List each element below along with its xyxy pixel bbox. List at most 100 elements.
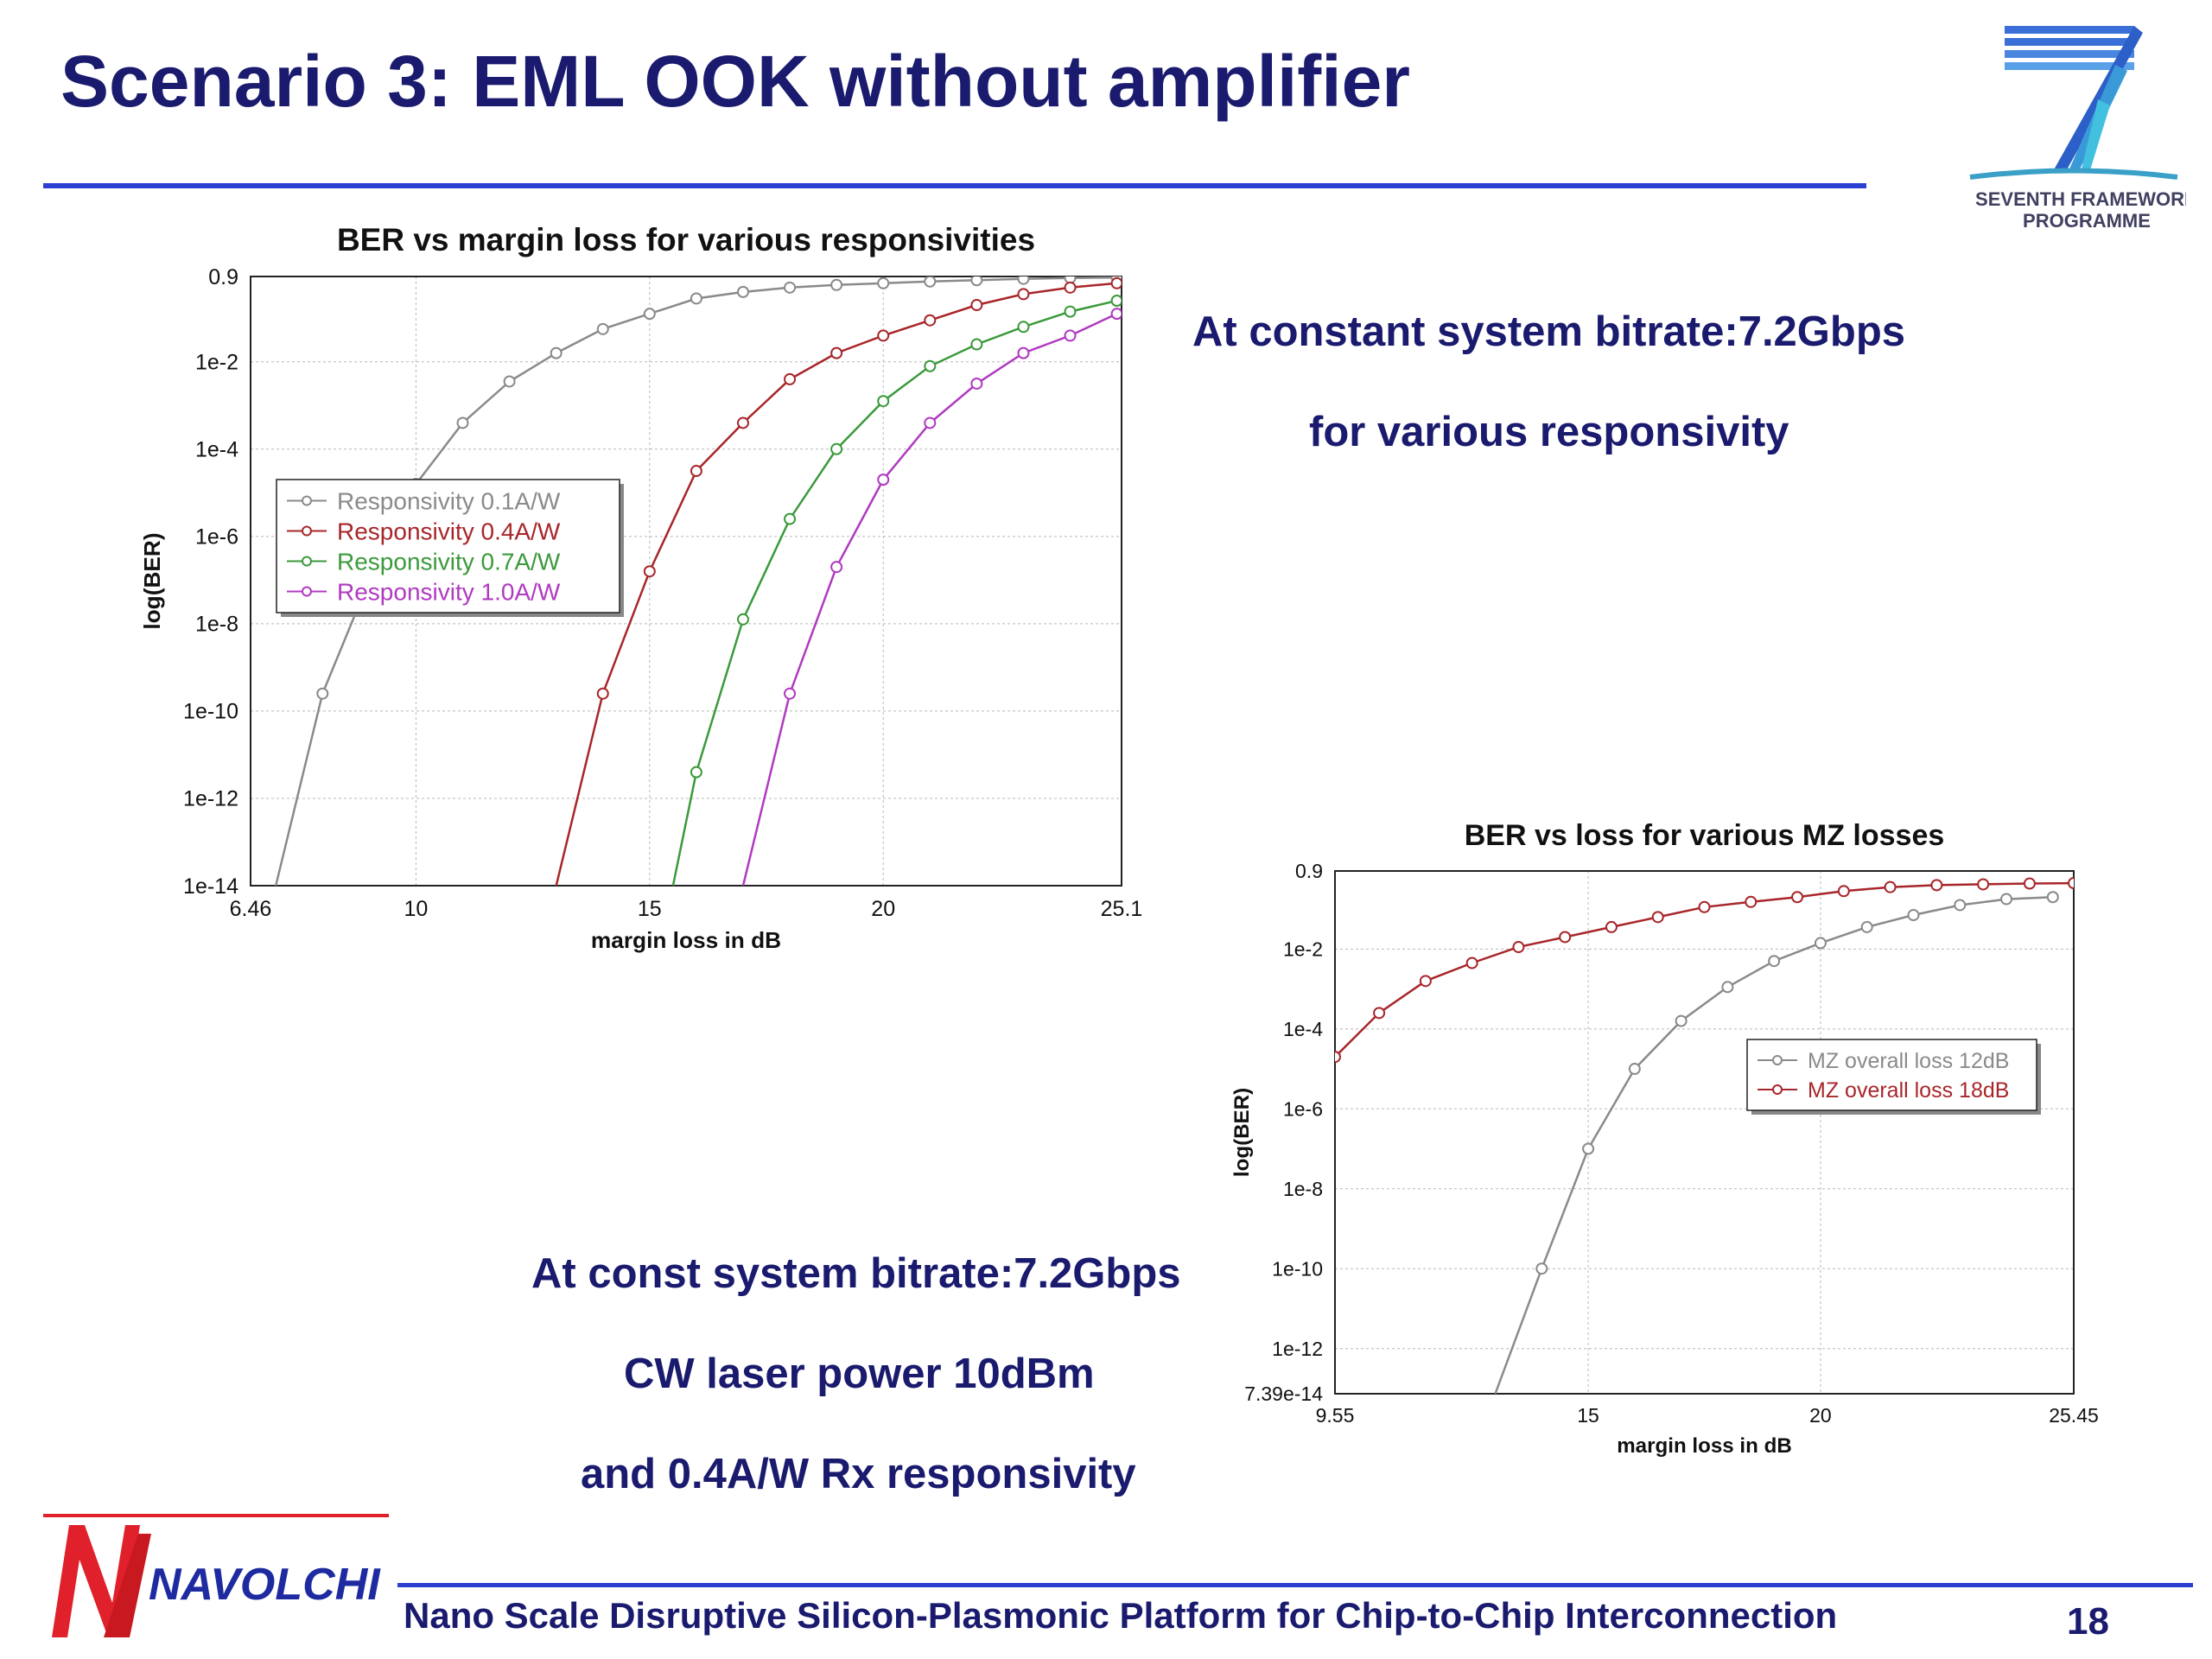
data-point bbox=[924, 276, 937, 288]
data-point bbox=[1017, 321, 1030, 334]
note-cw-laser-power: CW laser power 10dBm bbox=[624, 1351, 1095, 1397]
data-point bbox=[970, 276, 983, 287]
data-point bbox=[784, 281, 797, 294]
fp7-line2: PROGRAMME bbox=[2023, 210, 2151, 232]
data-point bbox=[2023, 877, 2036, 890]
data-point bbox=[2068, 877, 2074, 890]
data-point bbox=[830, 561, 843, 574]
data-point bbox=[1582, 1142, 1595, 1155]
y-tick-label: 1e-14 bbox=[183, 874, 238, 899]
legend-swatch-marker bbox=[302, 586, 312, 597]
data-point bbox=[1017, 288, 1030, 301]
data-point bbox=[1465, 957, 1478, 969]
data-point bbox=[924, 416, 937, 429]
x-tick-label: 15 bbox=[638, 897, 662, 921]
data-point bbox=[784, 687, 797, 700]
data-point bbox=[596, 687, 609, 700]
navolchi-logo: NAVOLCHI bbox=[52, 1525, 381, 1637]
data-point bbox=[1745, 895, 1758, 908]
x-tick-label: 15 bbox=[1577, 1404, 1599, 1427]
data-point bbox=[877, 276, 890, 289]
data-point bbox=[1110, 276, 1122, 289]
legend-entry: Responsivity 0.4A/W bbox=[337, 518, 561, 544]
data-point bbox=[784, 372, 797, 385]
chart-title: BER vs loss for various MZ losses bbox=[1465, 819, 1945, 852]
title-rule bbox=[43, 183, 1866, 188]
data-point bbox=[877, 395, 890, 408]
data-point bbox=[1651, 911, 1664, 924]
legend-swatch-marker bbox=[302, 525, 312, 537]
legend-swatch-marker bbox=[1772, 1084, 1783, 1095]
data-point bbox=[643, 308, 656, 321]
note-various-responsivity: for various responsivity bbox=[1309, 409, 1789, 455]
x-axis-label: margin loss in dB bbox=[1617, 1434, 1792, 1458]
chart-mz-losses: BER vs loss for various MZ losses 9.55 15 2… bbox=[1230, 819, 2099, 1458]
data-point bbox=[643, 565, 656, 578]
chart-title: BER vs margin loss for various responsiv… bbox=[337, 222, 1035, 257]
data-point bbox=[1064, 305, 1077, 318]
legend-entry: Responsivity 0.1A/W bbox=[337, 487, 561, 514]
legend-entry: MZ overall loss 12dB bbox=[1808, 1049, 2009, 1073]
fp7-logo: SEVENTH FRAMEWORK PROGRAMME bbox=[1969, 26, 2186, 232]
data-point bbox=[1884, 880, 1897, 893]
data-point bbox=[830, 442, 843, 455]
x-tick-label: 25.45 bbox=[2049, 1404, 2099, 1427]
data-point bbox=[2000, 893, 2013, 906]
data-point bbox=[1837, 885, 1850, 898]
x-tick-label: 20 bbox=[871, 897, 895, 921]
series-3 bbox=[671, 294, 1122, 886]
legend-box bbox=[276, 479, 620, 613]
x-tick-label: 20 bbox=[1809, 1404, 1832, 1427]
plot-area bbox=[1335, 871, 2074, 1394]
data-point bbox=[970, 338, 983, 351]
plot-frame bbox=[1334, 870, 2075, 1395]
data-point bbox=[736, 613, 749, 626]
y-tick-label: 1e-12 bbox=[1272, 1338, 1323, 1360]
y-tick-label: 0.9 bbox=[208, 265, 238, 289]
x-tick-label: 25.1 bbox=[1101, 897, 1143, 921]
data-point bbox=[690, 292, 702, 305]
data-point bbox=[1698, 900, 1711, 913]
y-tick-label: 7.39e-14 bbox=[1244, 1382, 1323, 1405]
x-tick-label: 9.55 bbox=[1316, 1404, 1355, 1427]
data-point bbox=[830, 278, 843, 291]
x-tick-label: 10 bbox=[404, 897, 429, 921]
data-point bbox=[784, 512, 797, 525]
series-4 bbox=[741, 308, 1122, 886]
page-number: 18 bbox=[2067, 1600, 2109, 1643]
data-point bbox=[1017, 346, 1030, 359]
y-tick-label: 1e-8 bbox=[1283, 1178, 1323, 1200]
y-tick-label: 1e-8 bbox=[195, 613, 238, 637]
data-point bbox=[690, 766, 702, 779]
legend-entry: Responsivity 0.7A/W bbox=[337, 548, 561, 575]
data-point bbox=[736, 416, 749, 429]
navolchi-underline bbox=[43, 1514, 389, 1517]
data-point bbox=[1064, 329, 1077, 342]
x-axis-label: margin loss in dB bbox=[591, 927, 781, 953]
data-point bbox=[1814, 937, 1827, 950]
y-tick-label: 1e-2 bbox=[195, 350, 238, 374]
series-2 bbox=[1335, 877, 2074, 1064]
data-point bbox=[1977, 878, 1990, 891]
data-point bbox=[503, 375, 516, 388]
data-point bbox=[970, 377, 983, 390]
data-point bbox=[1559, 931, 1572, 944]
legend-swatch-marker bbox=[1772, 1055, 1783, 1065]
data-point bbox=[596, 322, 609, 335]
chart-responsivities: BER vs margin loss for various responsiv… bbox=[139, 222, 1143, 953]
plot-frame bbox=[250, 276, 1122, 887]
data-point bbox=[1110, 308, 1122, 321]
data-point bbox=[690, 465, 702, 478]
y-tick-label: 1e-10 bbox=[183, 700, 238, 724]
data-point bbox=[1373, 1007, 1386, 1020]
data-point bbox=[1512, 941, 1525, 954]
data-point bbox=[1860, 920, 1873, 933]
data-point bbox=[1017, 276, 1030, 285]
footer-text: Nano Scale Disruptive Silicon-Plasmonic … bbox=[404, 1595, 1838, 1636]
y-tick-label: 1e-2 bbox=[1283, 938, 1323, 960]
x-tick-label: 6.46 bbox=[230, 897, 272, 921]
data-point bbox=[830, 346, 843, 359]
data-point bbox=[316, 687, 329, 700]
legend-entry: MZ overall loss 18dB bbox=[1808, 1078, 2009, 1103]
footer-rule bbox=[397, 1583, 2193, 1587]
